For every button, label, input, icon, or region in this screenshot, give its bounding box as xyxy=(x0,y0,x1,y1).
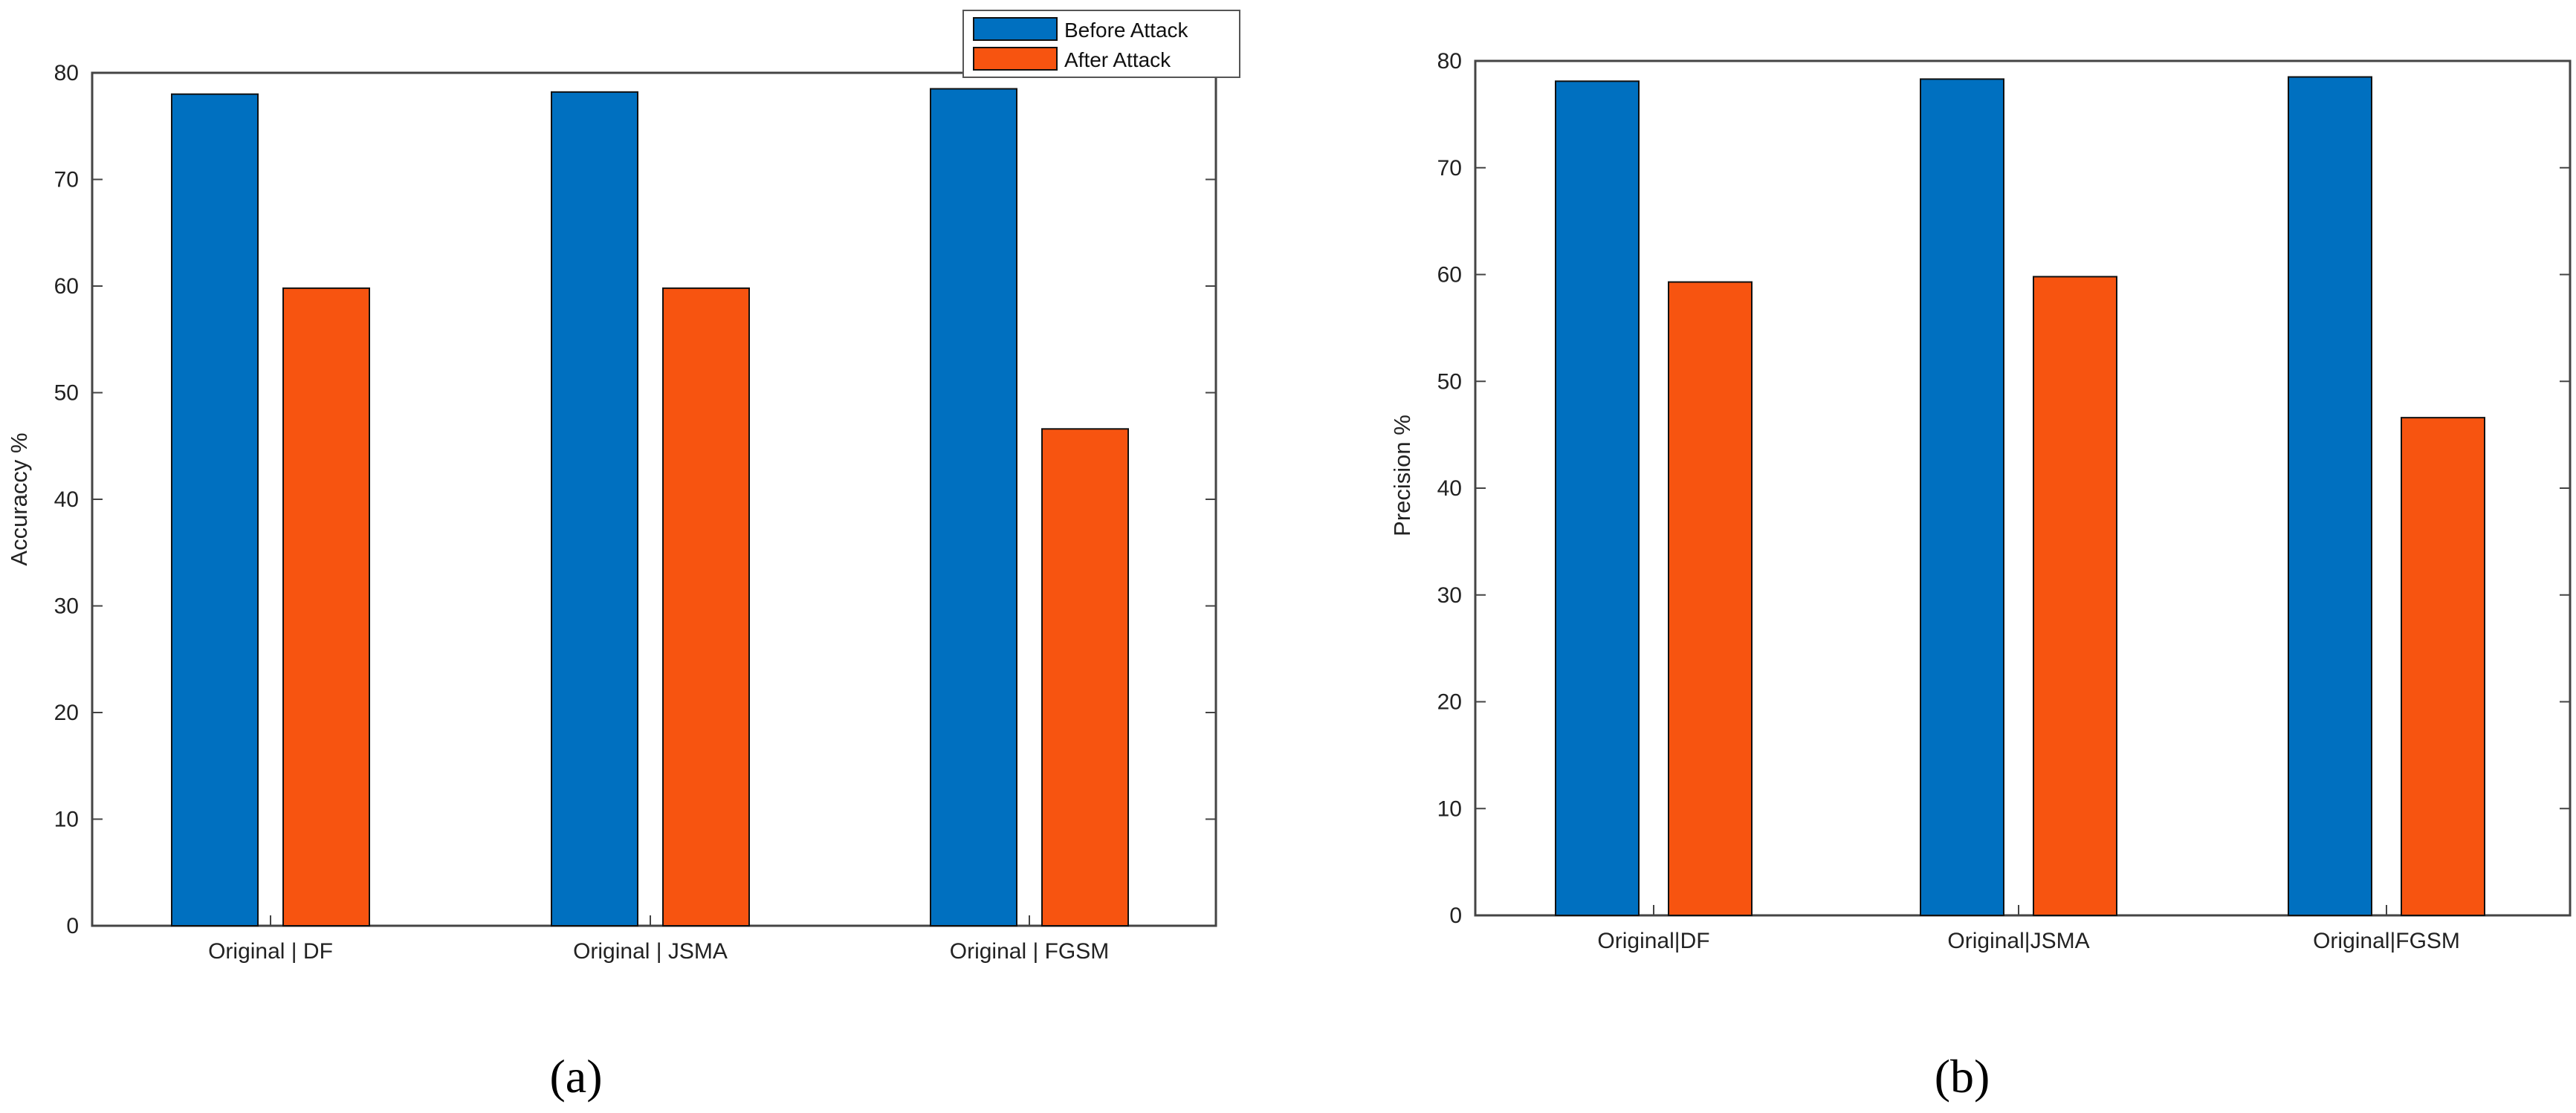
bar-before-attack xyxy=(551,91,638,927)
bar-before-attack xyxy=(171,93,259,927)
legend-label-before-attack: Before Attack xyxy=(1064,19,1189,42)
bar-after-attack xyxy=(2033,276,2117,916)
y-tick-label: 80 xyxy=(54,61,79,85)
y-tick-label: 10 xyxy=(1437,796,1462,821)
y-tick-label: 20 xyxy=(54,701,79,725)
y-tick-label: 50 xyxy=(1437,369,1462,394)
y-tick-label: 70 xyxy=(1437,156,1462,181)
y-tick-label: 20 xyxy=(1437,690,1462,715)
panel-caption-a: (a) xyxy=(549,1050,602,1103)
bar-before-attack xyxy=(2288,76,2372,916)
y-tick-label: 0 xyxy=(1449,903,1462,928)
x-tick-label: Original|DF xyxy=(1597,929,1709,953)
chart-panel-a: 0 10 20 30 40 50 60 70 80 Accuraccy % Original | D… xyxy=(6,61,1217,964)
x-tick-label: Original | JSMA xyxy=(573,939,728,964)
bar-before-attack xyxy=(1920,78,2004,916)
bar-before-attack xyxy=(930,88,1017,927)
chart-panel-b: 0 10 20 30 40 50 60 70 80 Precision % Original|DF O… xyxy=(1389,49,2572,953)
y-tick-label: 70 xyxy=(54,168,79,192)
x-tick-label: Original|JSMA xyxy=(1947,929,2089,953)
bar-after-attack xyxy=(2401,417,2485,916)
x-tick-label: Original | DF xyxy=(208,939,333,964)
y-tick-label: 30 xyxy=(1437,583,1462,608)
y-tick-label: 0 xyxy=(66,914,79,938)
y-axis-title: Precision % xyxy=(1389,415,1415,536)
bar-after-attack xyxy=(1668,281,1753,916)
y-tick-label: 40 xyxy=(1437,476,1462,501)
bar-before-attack xyxy=(1555,80,1640,916)
bar-after-attack xyxy=(282,287,370,927)
bar-after-attack xyxy=(1041,428,1129,927)
y-tick-label: 60 xyxy=(1437,263,1462,288)
y-axis-title: Accuraccy % xyxy=(6,432,32,565)
bar-after-attack xyxy=(662,287,750,927)
y-tick-label: 40 xyxy=(54,487,79,512)
legend-swatch-before-attack xyxy=(973,17,1058,41)
y-tick-label: 30 xyxy=(54,594,79,619)
legend-swatch-after-attack xyxy=(973,47,1058,71)
y-tick-label: 60 xyxy=(54,274,79,299)
x-tick-label: Original|FGSM xyxy=(2313,929,2460,953)
panel-caption-b: (b) xyxy=(1935,1050,1990,1103)
legend: Before Attack After Attack xyxy=(962,10,1240,78)
y-tick-label: 10 xyxy=(54,808,79,832)
legend-label-after-attack: After Attack xyxy=(1064,48,1171,71)
x-tick-label: Original | FGSM xyxy=(950,939,1110,964)
y-tick-label: 80 xyxy=(1437,49,1462,74)
y-tick-label: 50 xyxy=(54,381,79,406)
